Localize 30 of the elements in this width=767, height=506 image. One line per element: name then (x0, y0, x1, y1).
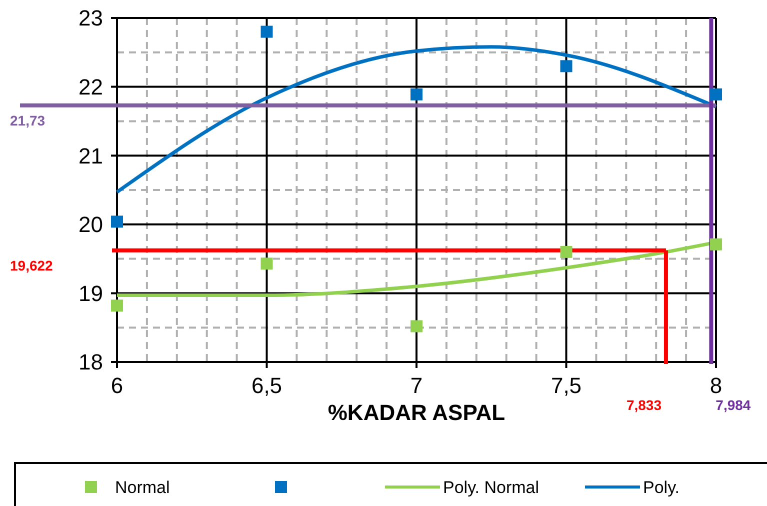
ref-line-label: 7,984 (716, 397, 751, 413)
y-tick-label: 23 (78, 6, 103, 31)
ref-line-label: 21,73 (10, 112, 46, 128)
y-tick-label: 20 (78, 212, 103, 238)
point (710, 238, 722, 250)
x-tick-label: 6 (110, 373, 124, 398)
ref-line-label: 7,833 (626, 397, 662, 413)
y-tick-label: 22 (78, 74, 103, 100)
point (260, 258, 273, 270)
point (111, 216, 123, 228)
point (710, 88, 722, 100)
legend-label: Poly. (643, 478, 680, 497)
ref-line-label: 19,622 (10, 257, 54, 274)
y-tick-label: 19 (78, 280, 103, 306)
x-tick-label: 6,5 (251, 373, 282, 398)
point (560, 60, 572, 72)
x-tick-label: 8 (710, 373, 722, 398)
point (560, 246, 572, 258)
legend-label: Poly. Normal (443, 478, 540, 497)
point (260, 26, 273, 38)
point (410, 320, 422, 332)
x-axis-title: %KADAR ASPAL (328, 400, 506, 425)
x-tick-label: 7,5 (550, 373, 582, 398)
y-tick-label: 21 (78, 143, 103, 168)
point (410, 88, 422, 100)
line-series (115, 45, 718, 194)
point (111, 300, 123, 312)
legend-label: Normal (115, 478, 170, 497)
x-tick-label: 7 (410, 373, 423, 398)
y-tick-label: 18 (78, 350, 103, 375)
